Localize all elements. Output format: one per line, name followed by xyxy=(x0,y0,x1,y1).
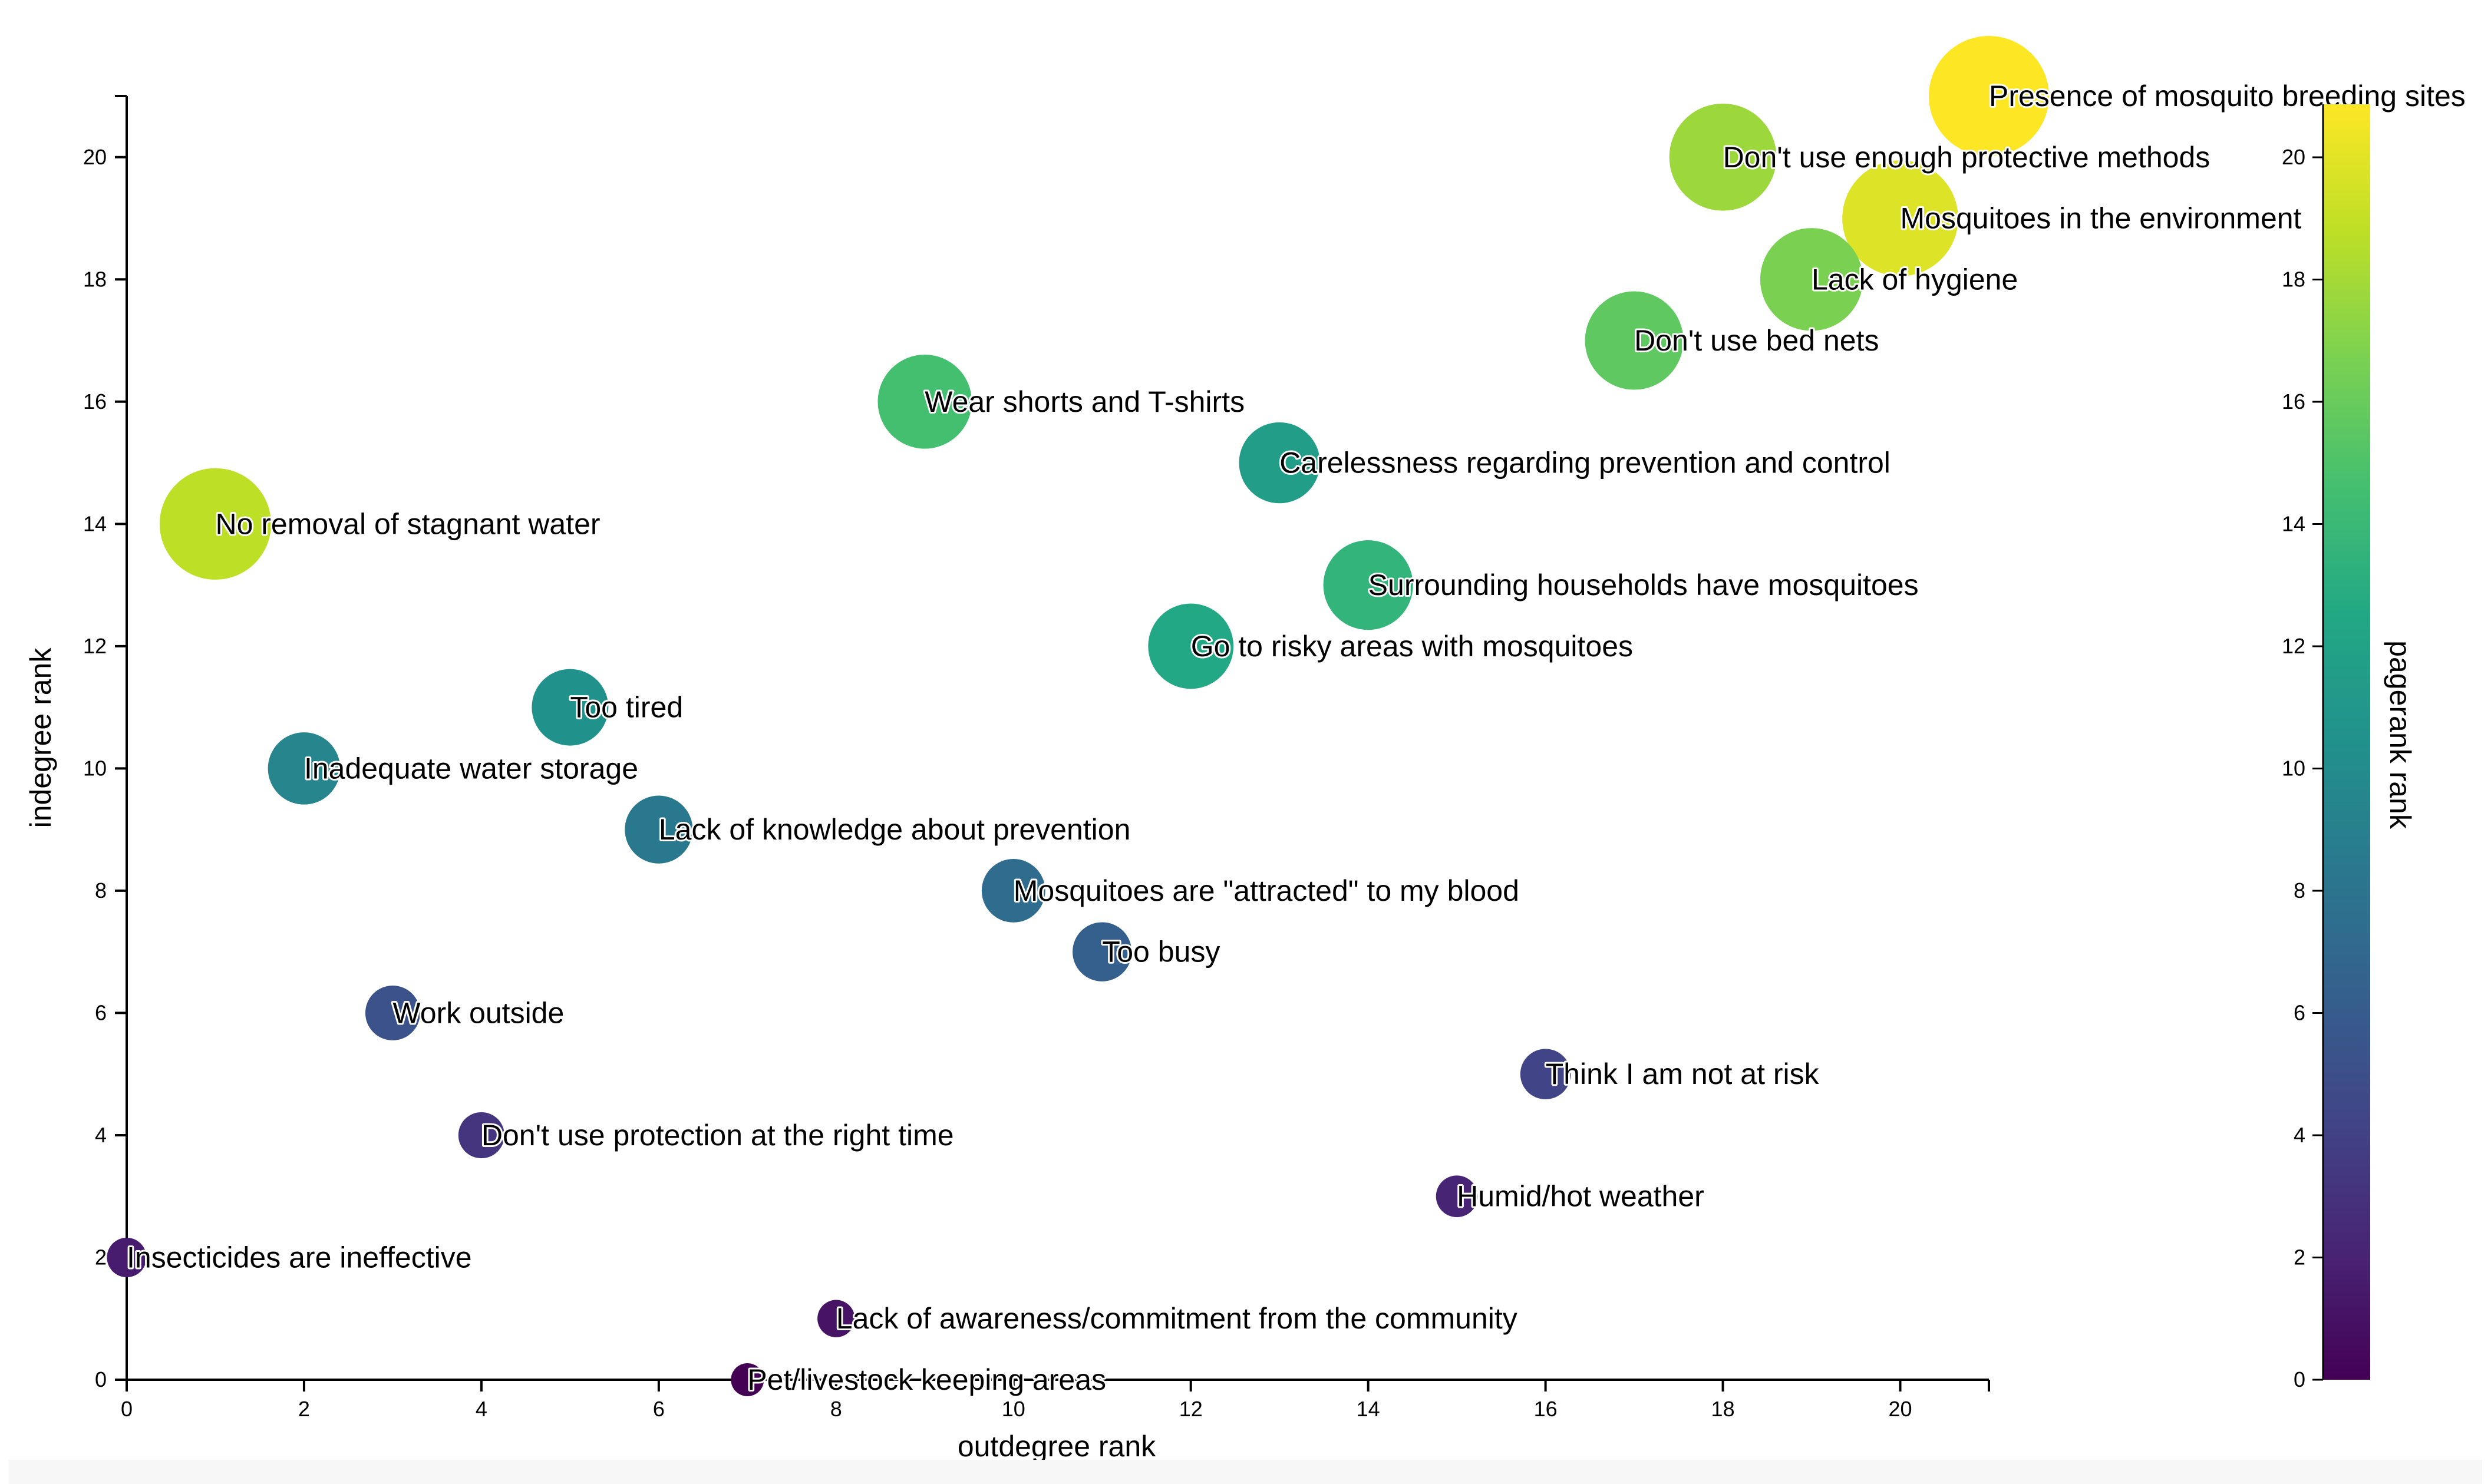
bubble xyxy=(981,859,1045,923)
bubble-label: Mosquitoes are "attracted" to my blood xyxy=(1014,874,1519,907)
bubble-label: Don't use protection at the right time xyxy=(481,1119,954,1152)
y-tick-label: 14 xyxy=(83,511,107,536)
bubble xyxy=(1323,540,1413,630)
colorbar-tick-label: 6 xyxy=(2294,1001,2305,1025)
colorbar-title: pagerank rank xyxy=(2384,640,2417,829)
y-tick-label: 8 xyxy=(95,878,107,903)
bubble-label: Don't use enough protective methods xyxy=(1723,141,2210,174)
x-axis-ticks: 0 2 4 6 8 10 12 14 16 18 20 xyxy=(121,1380,1990,1421)
x-tick-label: 12 xyxy=(1179,1397,1203,1421)
bubble xyxy=(159,468,272,580)
colorbar-tick-label: 2 xyxy=(2294,1245,2305,1270)
y-axis-ticks: 0 2 4 6 8 10 12 14 16 18 20 xyxy=(83,95,127,1392)
bubble-label: Wear shorts and T-shirts xyxy=(925,385,1245,418)
x-tick-label: 20 xyxy=(1889,1397,1912,1421)
colorbar-tick-label: 10 xyxy=(2282,756,2305,781)
y-tick-label: 12 xyxy=(83,634,107,658)
y-tick-label: 2 xyxy=(95,1245,107,1269)
x-tick-label: 0 xyxy=(121,1397,133,1421)
colorbar-tick-label: 20 xyxy=(2282,145,2305,169)
bubble-label: Pet/livestock keeping areas xyxy=(747,1363,1106,1396)
y-tick-label: 0 xyxy=(95,1367,107,1392)
y-tick-label: 18 xyxy=(83,267,107,291)
x-tick-label: 14 xyxy=(1357,1397,1380,1421)
bubble-label: Too tired xyxy=(570,691,683,724)
bubble-label: Lack of awareness/commitment from the co… xyxy=(836,1302,1517,1335)
x-tick-label: 10 xyxy=(1002,1397,1025,1421)
y-tick-label: 20 xyxy=(83,145,107,169)
bubble xyxy=(268,732,341,805)
bubble-labels: Presence of mosquito breeding sites Don't… xyxy=(125,78,2467,1398)
x-tick-label: 6 xyxy=(653,1397,665,1421)
y-tick-label: 10 xyxy=(83,756,107,780)
colorbar-ticks: 0 2 4 6 8 10 12 14 16 18 20 xyxy=(2282,145,2323,1392)
y-axis-title: indegree rank xyxy=(24,647,57,828)
y-tick-label: 16 xyxy=(83,389,107,414)
colorbar: 0 2 4 6 8 10 12 14 16 18 20 pagerank rank xyxy=(2282,104,2417,1392)
bubble-label: Humid/hot weather xyxy=(1457,1180,1704,1213)
bubble xyxy=(1239,422,1320,504)
bubble-series xyxy=(107,36,2049,1396)
bubble-label: Inadequate water storage xyxy=(304,752,638,785)
bubble-label: Too busy xyxy=(1102,936,1220,969)
bubble xyxy=(1669,103,1777,211)
x-tick-label: 8 xyxy=(830,1397,842,1421)
bubble-label: Surrounding households have mosquitoes xyxy=(1368,569,1919,601)
bubble-label: Lack of knowledge about prevention xyxy=(659,813,1131,846)
bubble-label: Think I am not at risk xyxy=(1546,1057,1820,1090)
colorbar-tick-label: 8 xyxy=(2294,878,2305,903)
colorbar-tick-label: 18 xyxy=(2282,267,2305,292)
colorbar-tick-label: 4 xyxy=(2294,1123,2305,1147)
x-tick-label: 2 xyxy=(298,1397,310,1421)
bubble xyxy=(1929,36,2049,156)
bubble xyxy=(1842,160,1958,276)
bubble-label: Mosquitoes in the environment xyxy=(1901,202,2302,235)
bubble-label: Work outside xyxy=(392,996,564,1029)
bubble xyxy=(1148,603,1234,689)
x-tick-label: 18 xyxy=(1711,1397,1735,1421)
bubble-label: Insecticides are ineffective xyxy=(127,1241,472,1274)
bubble xyxy=(1436,1175,1478,1218)
bubble xyxy=(532,669,609,746)
colorbar-tick-label: 0 xyxy=(2294,1367,2305,1392)
bottom-band xyxy=(9,1460,2482,1484)
bubble xyxy=(1073,922,1132,981)
colorbar-bar xyxy=(2323,104,2370,1380)
bubble-label: Carelessness regarding prevention and co… xyxy=(1279,447,1890,480)
bubble xyxy=(731,1363,764,1396)
x-tick-label: 4 xyxy=(476,1397,487,1421)
bubble-label: Presence of mosquito breeding sites xyxy=(1989,80,2466,113)
bubble xyxy=(1585,291,1684,390)
bubble xyxy=(625,795,693,864)
colorbar-tick-label: 12 xyxy=(2282,634,2305,658)
colorbar-tick-label: 16 xyxy=(2282,389,2305,414)
y-tick-label: 6 xyxy=(95,1000,107,1024)
bubble-label: Lack of hygiene xyxy=(1812,263,2018,296)
bubble xyxy=(1520,1049,1571,1099)
bubble xyxy=(1760,228,1863,331)
x-tick-label: 16 xyxy=(1534,1397,1558,1421)
bubble xyxy=(107,1237,147,1278)
y-tick-label: 4 xyxy=(95,1123,107,1147)
bubble xyxy=(458,1112,505,1159)
bubble-label: No removal of stagnant water xyxy=(215,507,600,540)
bubble-label: Go to risky areas with mosquitoes xyxy=(1191,630,1633,663)
bubble xyxy=(817,1300,855,1337)
bubble-label: Don't use bed nets xyxy=(1634,324,1879,357)
bubble xyxy=(365,985,420,1040)
colorbar-tick-label: 14 xyxy=(2282,512,2305,536)
bubble xyxy=(877,355,972,449)
x-axis-title: outdegree rank xyxy=(958,1430,1156,1463)
